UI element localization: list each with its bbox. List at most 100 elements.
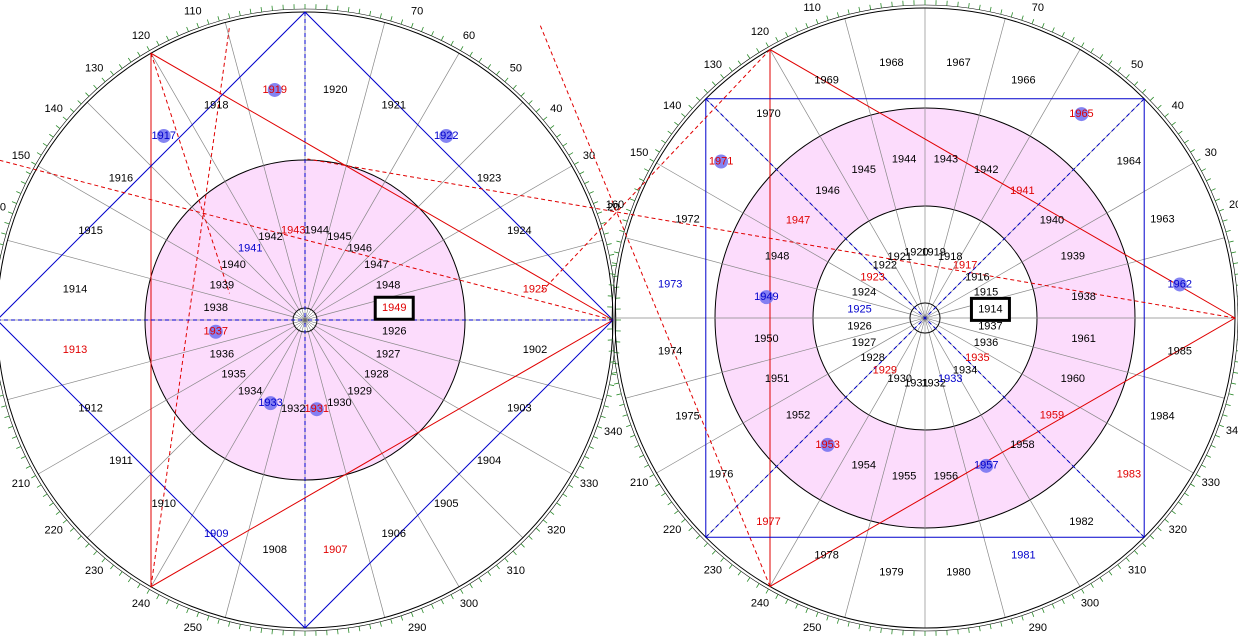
- degree-tick: [496, 70, 500, 76]
- radial-line: [769, 330, 918, 587]
- degree-tick: [1125, 74, 1130, 79]
- degree-tick: [644, 168, 649, 172]
- hub-spoke: [294, 319, 306, 327]
- radial-line: [315, 325, 572, 475]
- degree-tick: [579, 171, 585, 175]
- degree-label: 220: [663, 524, 681, 536]
- year-label: 1950: [754, 333, 778, 345]
- year-label: 1927: [852, 337, 876, 349]
- degree-tick: [478, 577, 483, 583]
- degree-tick: [118, 64, 123, 69]
- degree-tick: [85, 92, 90, 97]
- degree-tick: [610, 273, 616, 275]
- degree-tick: [25, 171, 31, 175]
- year-label: 1925: [847, 303, 871, 315]
- degree-tick: [869, 626, 872, 632]
- degree-tick: [228, 621, 231, 627]
- radial-line: [939, 321, 1225, 399]
- year-label: 1934: [953, 364, 977, 376]
- year-label: 1971: [709, 155, 733, 167]
- degree-tick: [31, 161, 36, 165]
- year-label: 1932: [921, 377, 945, 389]
- degree-tick: [137, 51, 141, 57]
- degree-tick: [612, 275, 618, 278]
- degree-tick: [77, 100, 82, 105]
- hub-spoke: [920, 303, 926, 319]
- degree-label: 340: [1226, 425, 1238, 437]
- degree-label: 150: [12, 150, 30, 162]
- degree-tick: [978, 626, 981, 632]
- degree-tick: [176, 31, 179, 37]
- degree-tick: [1228, 393, 1234, 396]
- degree-tick: [410, 612, 414, 618]
- degree-tick: [611, 373, 617, 376]
- hub-spoke: [924, 310, 939, 319]
- degree-label: 20: [1229, 199, 1238, 211]
- year-label: 1985: [1168, 345, 1192, 357]
- degree-tick: [1201, 464, 1206, 468]
- hub-spoke: [304, 319, 312, 331]
- degree-tick: [891, 629, 893, 635]
- hub-spoke: [304, 311, 314, 321]
- degree-tick: [238, 10, 241, 16]
- year-label: 1969: [814, 74, 838, 86]
- degree-tick: [891, 1, 893, 7]
- degree-label: 130: [704, 59, 722, 71]
- degree-tick: [1177, 130, 1183, 135]
- degree-label: 30: [1205, 147, 1217, 159]
- radial-line: [928, 18, 1006, 304]
- degree-tick: [674, 121, 679, 126]
- year-label: 1927: [376, 348, 400, 360]
- year-label: 1943: [281, 225, 305, 237]
- degree-tick: [369, 624, 372, 630]
- degree-label: 210: [630, 477, 648, 489]
- year-label: 1906: [382, 528, 406, 540]
- year-label: 1905: [434, 498, 458, 510]
- degree-tick: [1031, 611, 1035, 617]
- radial-line: [38, 325, 295, 475]
- year-label: 1975: [675, 410, 699, 422]
- year-label: 1948: [376, 279, 400, 291]
- degree-tick: [421, 608, 424, 614]
- degree-tick: [655, 149, 660, 153]
- degree-tick: [1125, 557, 1130, 562]
- degree-tick: [431, 31, 434, 37]
- degree-tick: [1099, 577, 1104, 582]
- degree-tick: [989, 6, 992, 12]
- degree-tick: [1210, 188, 1216, 192]
- degree-tick: [358, 8, 361, 14]
- triangle-median: [150, 53, 230, 294]
- degree-tick: [249, 8, 252, 14]
- year-label: 1937: [978, 321, 1002, 333]
- year-label: 1922: [434, 130, 458, 142]
- degree-tick: [989, 624, 992, 630]
- degree-tick: [1071, 594, 1075, 599]
- degree-label: 250: [803, 622, 821, 634]
- year-label: 1904: [477, 455, 501, 467]
- year-label: 1983: [1117, 468, 1141, 480]
- degree-tick: [597, 211, 603, 215]
- degree-tick: [7, 425, 13, 429]
- radial-line: [150, 330, 300, 587]
- degree-tick: [4, 221, 10, 225]
- year-label: 1924: [507, 225, 531, 237]
- degree-label: 150: [630, 147, 648, 159]
- degree-tick: [146, 589, 150, 594]
- year-label: 1984: [1150, 410, 1174, 422]
- year-label: 1940: [1040, 215, 1064, 227]
- year-label: 1912: [78, 403, 102, 415]
- degree-tick: [271, 5, 273, 11]
- degree-tick: [137, 583, 141, 589]
- degree-tick: [1234, 273, 1238, 275]
- degree-tick: [36, 484, 42, 488]
- degree-tick: [562, 142, 568, 147]
- degree-tick: [609, 253, 615, 256]
- degree-tick: [271, 629, 273, 635]
- degree-tick: [487, 571, 492, 576]
- degree-tick: [176, 603, 179, 609]
- degree-tick: [737, 60, 742, 66]
- year-label: 1945: [327, 231, 351, 243]
- degree-tick: [836, 618, 840, 624]
- degree-tick: [20, 181, 26, 185]
- marker-dot: [979, 458, 994, 473]
